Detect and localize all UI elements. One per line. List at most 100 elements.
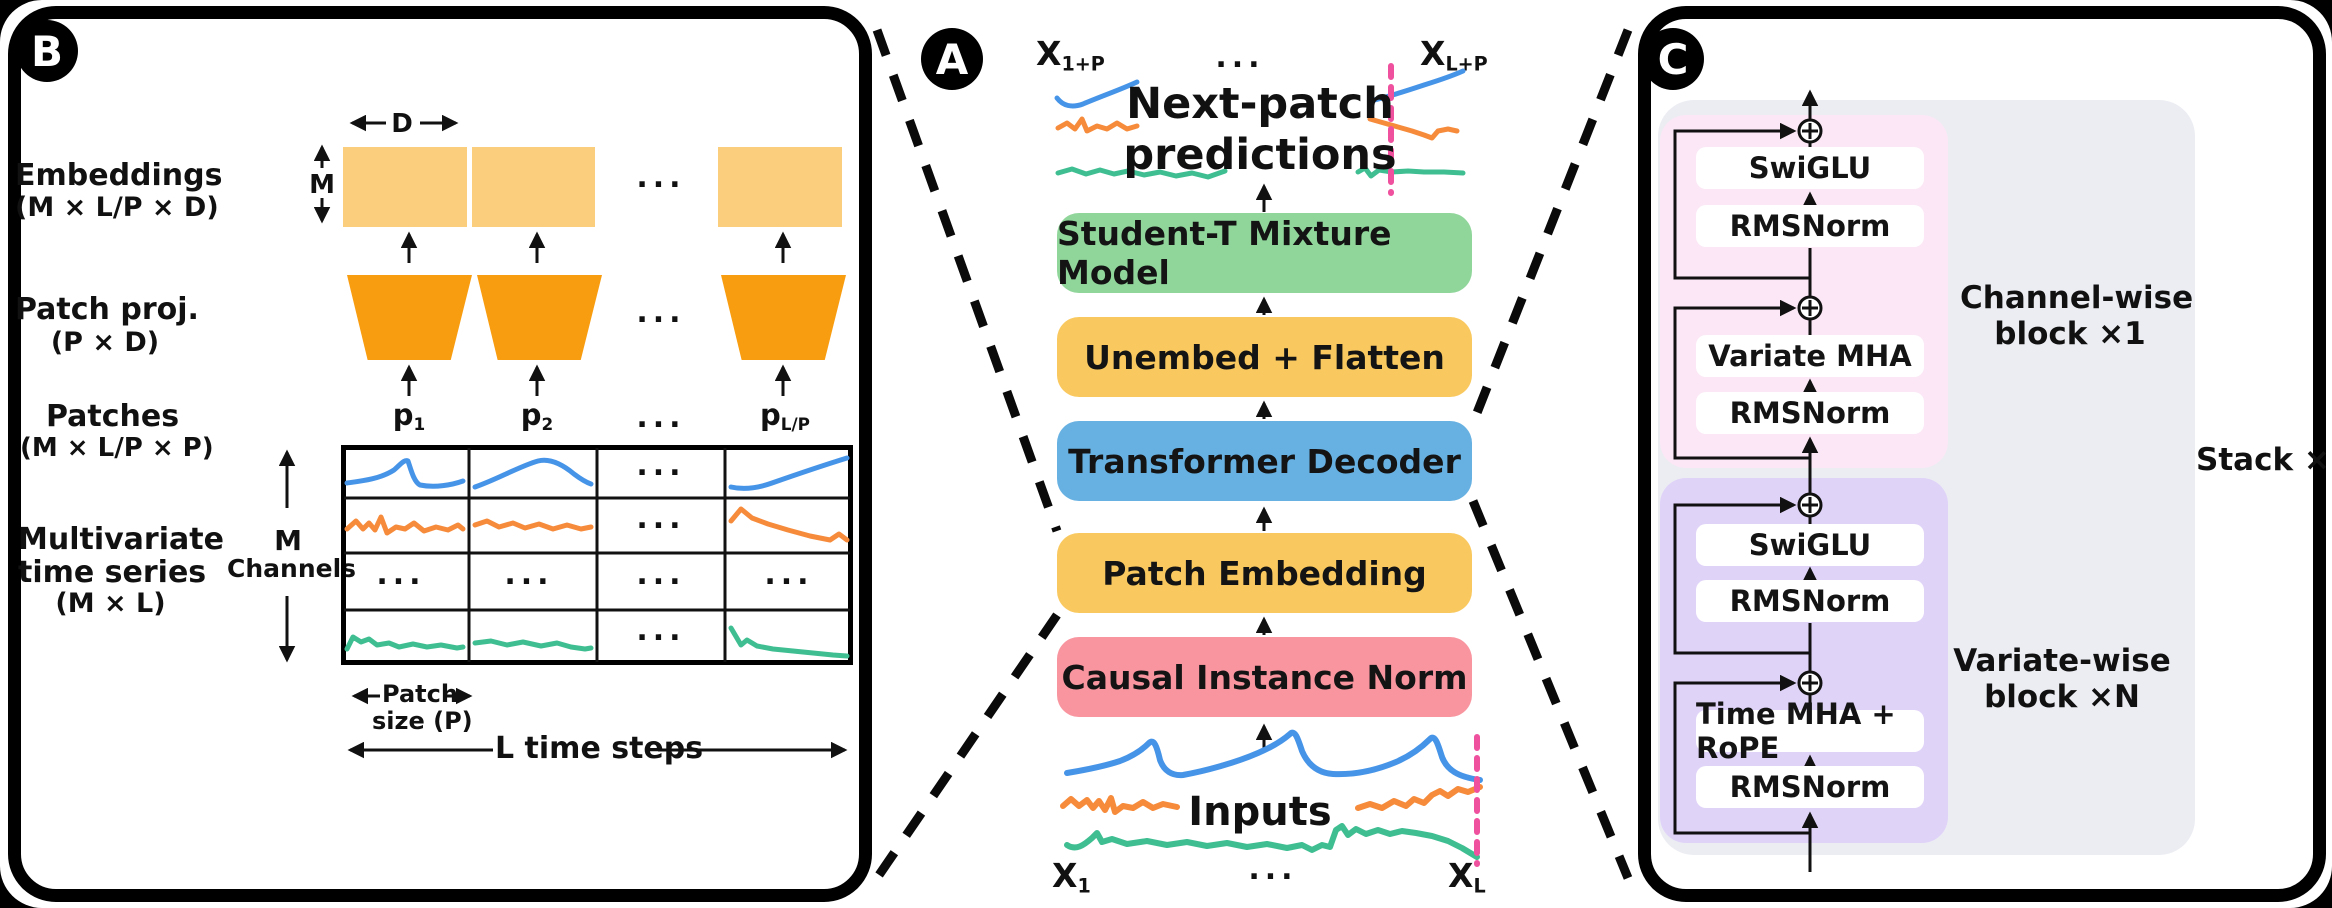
patch-label-ellipsis: ...: [636, 400, 686, 435]
patches-label-line2: (M × L/P × P): [20, 433, 214, 463]
op-rmsnorm-channel-lower-label: RMSNorm: [1729, 396, 1891, 430]
embedding-square-1: [343, 147, 467, 227]
op-rmsnorm-variate-upper: RMSNorm: [1696, 580, 1924, 622]
box-causal-instance-norm-label: Causal Instance Norm: [1061, 657, 1468, 697]
op-rmsnorm-variate-upper-label: RMSNorm: [1729, 584, 1891, 618]
box-transformer-decoder-label: Transformer Decoder: [1068, 441, 1461, 481]
input-orange-left: [1060, 795, 1180, 815]
patch-label-plp: pL/P: [748, 398, 822, 434]
table-squiggles: [344, 455, 850, 659]
dim-m-label: M: [309, 170, 335, 200]
patches-label-line1: Patches: [45, 399, 180, 434]
x-last-base: X: [1420, 34, 1446, 73]
op-rmsnorm-variate-lower-label: RMSNorm: [1729, 770, 1891, 804]
add-nodes: [1797, 118, 1823, 696]
squiggle-green-c4: [728, 625, 850, 659]
patch-proj-label-line1: Patch proj.: [15, 292, 199, 327]
add-icon: [1797, 670, 1823, 696]
prediction-squiggles: [1054, 63, 1466, 196]
embeddings-label-line2: (M × L/P × D): [15, 192, 219, 223]
add-icon: [1797, 118, 1823, 144]
xl-sub: L: [1473, 874, 1486, 898]
op-variate-mha-label: Variate MHA: [1708, 339, 1912, 373]
pred-top-ellipsis: ...: [1215, 40, 1265, 75]
box-patch-embedding-label: Patch Embedding: [1102, 553, 1427, 593]
add-icon: [1797, 295, 1823, 321]
p2-sub: 2: [541, 414, 554, 435]
squiggle-blue-c4: [728, 455, 850, 491]
panel-c-flow: [1673, 89, 1819, 872]
plp-sub: L/P: [780, 414, 810, 435]
table-r3c1-ellipsis: ...: [376, 557, 426, 592]
input-squiggles: [1060, 729, 1483, 867]
stack-repeat-label: Stack ×F: [2196, 442, 2332, 478]
pred-blue-right: [1367, 68, 1466, 104]
residual-skip-4: [1673, 674, 1810, 835]
m-channels-label-line1: M: [274, 524, 302, 557]
xl-base: X: [1448, 856, 1474, 895]
x1-base: X: [1052, 856, 1078, 895]
zoom-connector-lines: [872, 28, 1633, 881]
patch-proj-label-line2: (P × D): [50, 327, 160, 358]
inputs-label: Inputs: [1188, 789, 1332, 835]
squiggle-orange-c4: [728, 506, 850, 543]
multivariate-label-line3: (M × L): [55, 588, 166, 619]
patch-proj-trapezoid-1: [347, 275, 472, 360]
multivariate-label-line1: Multivariate: [18, 522, 224, 557]
panel-c-tag: C: [1642, 28, 1704, 90]
xl-label: XL: [1448, 856, 1486, 898]
patch-proj-trapezoid-2: [477, 275, 602, 360]
x-first-base: X: [1036, 34, 1062, 73]
table-r3c4-ellipsis: ...: [764, 557, 814, 592]
table-r1c3-ellipsis: ...: [636, 448, 686, 483]
connector-c-bottom: [1468, 499, 1633, 880]
pred-orange-right: [1367, 116, 1460, 141]
residual-skip-1: [1673, 122, 1810, 280]
op-time-mha-rope-label: Time MHA + RoPE: [1696, 697, 1896, 765]
squiggle-orange-c1: [344, 514, 466, 536]
p1-sub: 1: [413, 414, 426, 435]
patch-label-p1: p1: [379, 398, 439, 434]
box-student-t-mixture-model-label: Student-T Mixture Model: [1057, 214, 1392, 292]
embeddings-label-line1: Embeddings: [15, 158, 223, 193]
box-transformer-decoder: Transformer Decoder: [1057, 421, 1472, 501]
x-last-label: XL+P: [1420, 34, 1488, 76]
panel-b-arrows: [278, 114, 848, 759]
panel-a-tag: A: [921, 28, 983, 90]
squiggle-green-c1: [344, 634, 466, 652]
squiggle-orange-c2: [472, 518, 594, 532]
op-variate-mha: Variate MHA: [1696, 335, 1924, 377]
table-r3c3-ellipsis: ...: [636, 557, 686, 592]
squiggle-blue-c2: [472, 457, 594, 490]
input-orange-right: [1355, 784, 1483, 811]
table-r3c2-ellipsis: ...: [504, 557, 554, 592]
box-causal-instance-norm: Causal Instance Norm: [1057, 637, 1472, 717]
x-last-sub: L+P: [1445, 52, 1488, 76]
multivariate-label-line2: time series: [18, 555, 207, 590]
plp-base: p: [760, 398, 781, 432]
embedding-square-3: [718, 147, 842, 227]
panel-b-tag-letter: B: [30, 26, 63, 76]
panel-b-tag: B: [16, 20, 78, 82]
pred-green-left: [1055, 166, 1228, 180]
variate-block-label-line1: Variate-wise: [1953, 643, 2171, 679]
embedding-ellipsis: ...: [636, 160, 686, 195]
box-unembed-flatten: Unembed + Flatten: [1057, 317, 1472, 397]
op-rmsnorm-channel-upper-label: RMSNorm: [1729, 209, 1891, 243]
patch-proj-trapezoid-3: [721, 275, 846, 360]
p2-base: p: [520, 398, 542, 432]
x1-sub: 1: [1077, 874, 1091, 898]
op-time-mha-rope: Time MHA + RoPE: [1696, 697, 1924, 765]
box-patch-embedding: Patch Embedding: [1057, 533, 1472, 613]
squiggle-blue-c1: [344, 458, 466, 489]
channel-block-label-line2: block ×1: [1994, 316, 2146, 352]
residual-skip-2: [1673, 299, 1810, 460]
op-swiglu-channel: SwiGLU: [1696, 147, 1924, 189]
patch-label-p2: p2: [507, 398, 567, 434]
input-blue: [1064, 729, 1483, 783]
prediction-title-line1: Next-patch: [1126, 79, 1394, 129]
variate-block-label-line2: block ×N: [1984, 679, 2140, 715]
input-green: [1064, 823, 1480, 860]
